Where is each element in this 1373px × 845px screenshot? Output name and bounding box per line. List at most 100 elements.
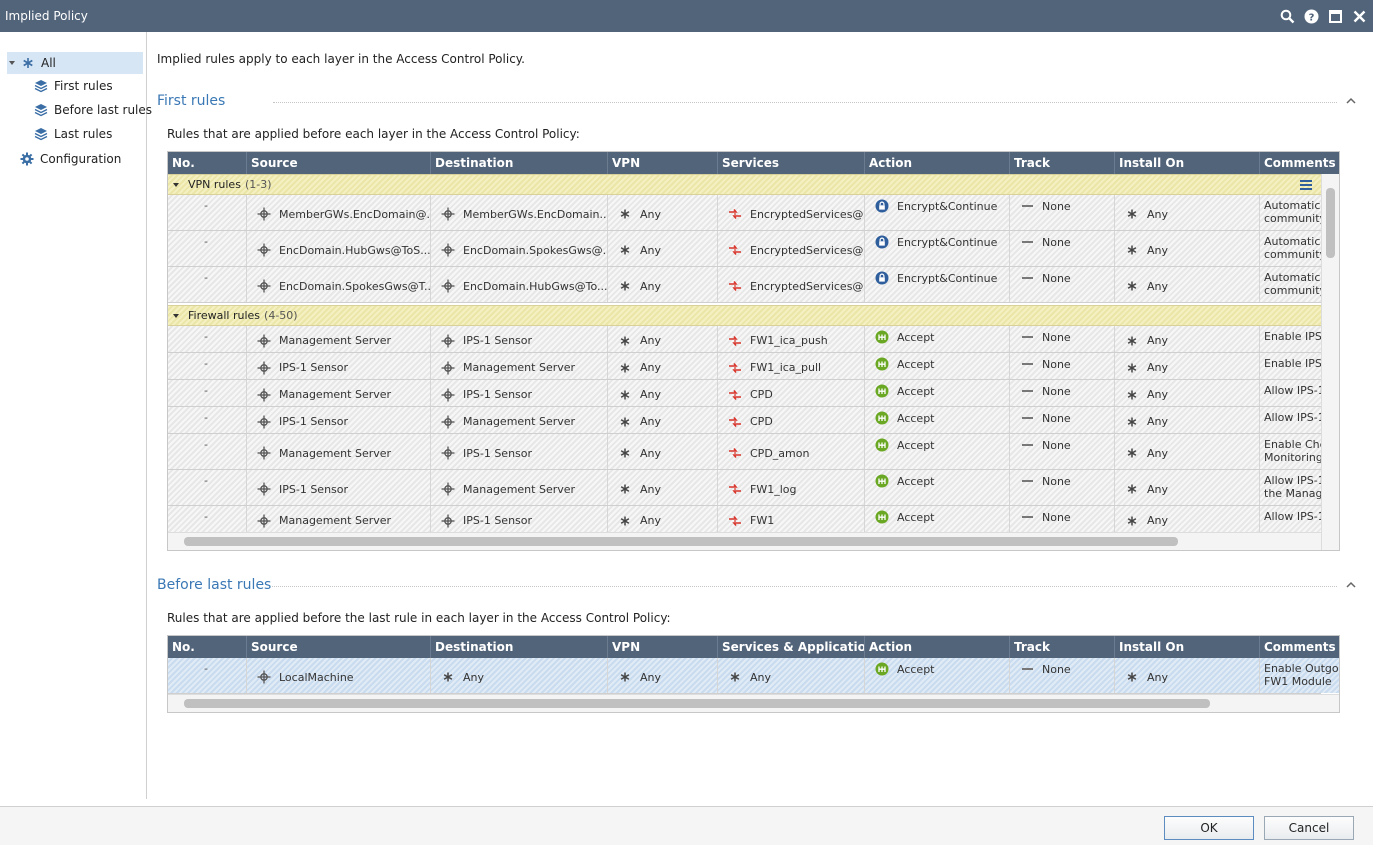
- cell-install-on[interactable]: Any: [1115, 407, 1260, 433]
- cell-service[interactable]: EncryptedServices@...: [718, 195, 865, 230]
- cell-action[interactable]: Accept: [865, 326, 1010, 352]
- cell-destination[interactable]: Management Server: [431, 353, 608, 379]
- rule-group-row[interactable]: Firewall rules (4-50): [168, 305, 1321, 326]
- cell-install-on[interactable]: Any: [1115, 267, 1260, 302]
- cell-action[interactable]: Accept: [865, 658, 1010, 693]
- cell-no[interactable]: -: [168, 506, 247, 532]
- cell-track[interactable]: None: [1010, 658, 1115, 693]
- sidebar-item-all[interactable]: All: [7, 52, 143, 74]
- cell-source[interactable]: IPS-1 Sensor: [247, 470, 431, 505]
- cell-track[interactable]: None: [1010, 380, 1115, 406]
- search-icon[interactable]: [1280, 9, 1295, 24]
- table-row[interactable]: - Management Server IPS-1 Sensor Any CPD_amo…: [168, 434, 1339, 470]
- cell-install-on[interactable]: Any: [1115, 506, 1260, 532]
- cell-vpn[interactable]: Any: [608, 353, 718, 379]
- cell-source[interactable]: IPS-1 Sensor: [247, 353, 431, 379]
- cell-action[interactable]: Accept: [865, 353, 1010, 379]
- cell-no[interactable]: -: [168, 407, 247, 433]
- horizontal-scrollbar[interactable]: [168, 694, 1339, 712]
- cell-install-on[interactable]: Any: [1115, 195, 1260, 230]
- cell-vpn[interactable]: Any: [608, 380, 718, 406]
- cell-destination[interactable]: MemberGWs.EncDomain...: [431, 195, 608, 230]
- cell-no[interactable]: -: [168, 326, 247, 352]
- first-rules-title[interactable]: First rules: [157, 93, 226, 109]
- cell-destination[interactable]: EncDomain.SpokesGws@...: [431, 231, 608, 266]
- vertical-scrollbar[interactable]: [1321, 174, 1339, 550]
- cell-destination[interactable]: IPS-1 Sensor: [431, 434, 608, 469]
- cell-no[interactable]: -: [168, 658, 247, 693]
- cell-destination[interactable]: EncDomain.HubGws@To...: [431, 267, 608, 302]
- column-header-no[interactable]: No.: [168, 636, 247, 658]
- cell-vpn[interactable]: Any: [608, 506, 718, 532]
- cell-source[interactable]: LocalMachine: [247, 658, 431, 693]
- cell-no[interactable]: -: [168, 267, 247, 302]
- maximize-icon[interactable]: [1328, 9, 1343, 24]
- cell-no[interactable]: -: [168, 434, 247, 469]
- chevron-down-icon[interactable]: [7, 55, 17, 71]
- cell-no[interactable]: -: [168, 470, 247, 505]
- cell-no[interactable]: -: [168, 353, 247, 379]
- cell-destination[interactable]: IPS-1 Sensor: [431, 326, 608, 352]
- cell-source[interactable]: EncDomain.SpokesGws@T...: [247, 267, 431, 302]
- cell-track[interactable]: None: [1010, 195, 1115, 230]
- table-row[interactable]: - Management Server IPS-1 Sensor Any FW1_ica…: [168, 326, 1339, 353]
- column-header-destination[interactable]: Destination: [431, 636, 608, 658]
- cell-action[interactable]: Accept: [865, 407, 1010, 433]
- table-row[interactable]: - EncDomain.SpokesGws@T... EncDomain.HubGw…: [168, 267, 1339, 303]
- cell-action[interactable]: Encrypt&Continue: [865, 231, 1010, 266]
- cell-no[interactable]: -: [168, 231, 247, 266]
- cell-destination[interactable]: IPS-1 Sensor: [431, 380, 608, 406]
- cell-install-on[interactable]: Any: [1115, 231, 1260, 266]
- cell-service[interactable]: FW1: [718, 506, 865, 532]
- cell-service[interactable]: CPD: [718, 407, 865, 433]
- cell-vpn[interactable]: Any: [608, 470, 718, 505]
- column-header-vpn[interactable]: VPN: [608, 152, 718, 174]
- vertical-scrollbar-thumb[interactable]: [1326, 188, 1335, 258]
- column-header-action[interactable]: Action: [865, 636, 1010, 658]
- cell-no[interactable]: -: [168, 380, 247, 406]
- cell-vpn[interactable]: Any: [608, 407, 718, 433]
- sidebar-item-first-rules[interactable]: First rules: [33, 75, 113, 97]
- close-icon[interactable]: [1352, 9, 1367, 24]
- cell-install-on[interactable]: Any: [1115, 434, 1260, 469]
- cell-source[interactable]: IPS-1 Sensor: [247, 407, 431, 433]
- column-header-no[interactable]: No.: [168, 152, 247, 174]
- cell-service[interactable]: CPD_amon: [718, 434, 865, 469]
- column-header-services[interactable]: Services: [718, 152, 865, 174]
- table-row[interactable]: - IPS-1 Sensor Management Server Any FW1_ica…: [168, 353, 1339, 380]
- horizontal-scrollbar[interactable]: [168, 532, 1321, 550]
- cell-track[interactable]: None: [1010, 231, 1115, 266]
- table-row[interactable]: - IPS-1 Sensor Management Server Any FW1_log…: [168, 470, 1339, 506]
- cell-service[interactable]: EncryptedServices@...: [718, 231, 865, 266]
- column-header-source[interactable]: Source: [247, 152, 431, 174]
- horizontal-scrollbar-thumb[interactable]: [184, 699, 1210, 708]
- cell-service[interactable]: FW1_log: [718, 470, 865, 505]
- cell-track[interactable]: None: [1010, 434, 1115, 469]
- cell-action[interactable]: Accept: [865, 470, 1010, 505]
- cell-install-on[interactable]: Any: [1115, 658, 1260, 693]
- before-last-rules-title[interactable]: Before last rules: [157, 577, 272, 593]
- table-row[interactable]: - Management Server IPS-1 Sensor Any FW1 Acce…: [168, 506, 1339, 533]
- cell-track[interactable]: None: [1010, 353, 1115, 379]
- horizontal-scrollbar-thumb[interactable]: [184, 537, 1178, 546]
- table-row[interactable]: - Management Server IPS-1 Sensor Any CPD Acce…: [168, 380, 1339, 407]
- cell-install-on[interactable]: Any: [1115, 470, 1260, 505]
- cell-track[interactable]: None: [1010, 506, 1115, 532]
- column-header-action[interactable]: Action: [865, 152, 1010, 174]
- cell-service[interactable]: Any: [718, 658, 865, 693]
- column-menu-icon[interactable]: [1299, 179, 1313, 191]
- chevron-down-icon[interactable]: [172, 181, 184, 189]
- cell-action[interactable]: Encrypt&Continue: [865, 195, 1010, 230]
- collapse-first-rules-icon[interactable]: [1345, 95, 1359, 109]
- column-header-comments[interactable]: Comments: [1264, 156, 1336, 170]
- cell-track[interactable]: None: [1010, 407, 1115, 433]
- cell-action[interactable]: Accept: [865, 506, 1010, 532]
- cell-source[interactable]: EncDomain.HubGws@ToS...: [247, 231, 431, 266]
- cell-track[interactable]: None: [1010, 326, 1115, 352]
- cell-vpn[interactable]: Any: [608, 195, 718, 230]
- cell-source[interactable]: Management Server: [247, 326, 431, 352]
- cell-track[interactable]: None: [1010, 470, 1115, 505]
- cell-install-on[interactable]: Any: [1115, 353, 1260, 379]
- cell-destination[interactable]: Any: [431, 658, 608, 693]
- cell-source[interactable]: MemberGWs.EncDomain@...: [247, 195, 431, 230]
